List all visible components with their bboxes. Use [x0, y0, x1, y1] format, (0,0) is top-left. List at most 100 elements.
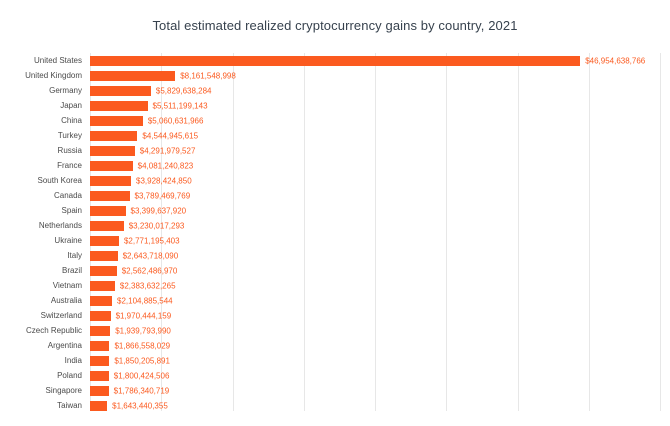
value-label: $5,511,199,143 — [152, 101, 208, 110]
bar — [90, 55, 581, 66]
bar — [90, 265, 117, 276]
gridline — [375, 53, 376, 411]
gridline — [90, 53, 91, 411]
country-label: Taiwan — [57, 401, 82, 410]
chart-row: Poland $1,800,424,506 — [0, 368, 670, 383]
bar — [90, 115, 143, 126]
country-label: Argentina — [47, 341, 82, 350]
bar-track: $1,800,424,506 — [90, 370, 660, 381]
bar — [90, 310, 111, 321]
country-label: Spain — [61, 206, 82, 215]
country-label: Canada — [53, 191, 82, 200]
chart-row: Ukraine $2,771,195,403 — [0, 233, 670, 248]
value-label: $1,850,205,891 — [114, 356, 170, 365]
chart-row: Switzerland $1,970,444,159 — [0, 308, 670, 323]
bar — [90, 400, 108, 411]
value-label: $46,954,638,766 — [585, 56, 646, 65]
country-label: France — [57, 161, 82, 170]
country-label: Singapore — [45, 386, 82, 395]
gridline — [303, 53, 305, 411]
gridline — [161, 53, 163, 411]
bar-track: $1,970,444,159 — [90, 310, 660, 321]
bar — [90, 130, 138, 141]
value-label: $1,939,793,990 — [115, 326, 171, 335]
value-label: $8,161,548,998 — [180, 71, 236, 80]
bar-track: $8,161,548,998 — [90, 70, 660, 81]
value-label: $3,789,469,769 — [134, 191, 191, 200]
chart-row: Vietnam $2,383,632,265 — [0, 278, 670, 293]
gridline — [660, 53, 661, 411]
country-label: Netherlands — [38, 221, 82, 230]
bar-track: $4,544,945,615 — [90, 130, 660, 141]
chart-row: Germany $5,829,638,284 — [0, 83, 670, 98]
value-label: $1,643,440,355 — [112, 401, 168, 410]
bar — [90, 70, 176, 81]
bar-track: $2,771,195,403 — [90, 235, 660, 246]
country-label: Ukraine — [54, 236, 82, 245]
value-label: $3,230,017,293 — [128, 221, 185, 230]
chart-row: Czech Republic $1,939,793,990 — [0, 323, 670, 338]
bar — [90, 250, 118, 261]
bar-track: $1,786,340,719 — [90, 385, 660, 396]
bar — [90, 355, 110, 366]
country-label: United States — [33, 56, 82, 65]
value-label: $2,383,632,265 — [119, 281, 176, 290]
country-label: Australia — [50, 296, 82, 305]
bar — [90, 205, 126, 216]
chart-row: Russia $4,291,979,527 — [0, 143, 670, 158]
bar-track: $2,104,885,544 — [90, 295, 660, 306]
value-label: $5,060,631,966 — [147, 116, 204, 125]
bar-chart: United States $46,954,638,766 United Kingd… — [0, 53, 670, 417]
value-label: $3,928,424,850 — [136, 176, 192, 185]
bar-track: $2,562,486,970 — [90, 265, 660, 276]
country-label: Turkey — [57, 131, 82, 140]
bar-track: $5,511,199,143 — [90, 100, 660, 111]
chart-row: Japan $5,511,199,143 — [0, 98, 670, 113]
gridline — [588, 53, 590, 411]
bar-track: $46,954,638,766 — [90, 55, 660, 66]
chart-row: Brazil $2,562,486,970 — [0, 263, 670, 278]
country-label: China — [61, 116, 82, 125]
chart-row: Taiwan $1,643,440,355 — [0, 398, 670, 413]
bar — [90, 385, 109, 396]
chart-row: Canada $3,789,469,769 — [0, 188, 670, 203]
bar — [90, 85, 151, 96]
bar-track: $1,866,558,029 — [90, 340, 660, 351]
bar-track: $3,230,017,293 — [90, 220, 660, 231]
country-label: Italy — [67, 251, 82, 260]
bar — [90, 175, 132, 186]
bar — [90, 160, 133, 171]
chart-rows: United States $46,954,638,766 United Kingd… — [0, 53, 670, 413]
country-label: Czech Republic — [25, 326, 82, 335]
country-label: Russia — [57, 146, 82, 155]
chart-row: South Korea $3,928,424,850 — [0, 173, 670, 188]
value-label: $1,866,558,029 — [114, 341, 171, 350]
value-label: $2,562,486,970 — [121, 266, 178, 275]
gridline — [232, 53, 234, 411]
bar-track: $4,081,240,823 — [90, 160, 660, 171]
value-label: $1,786,340,719 — [113, 386, 170, 395]
country-label: South Korea — [37, 176, 82, 185]
bar — [90, 295, 112, 306]
value-label: $2,643,718,090 — [122, 251, 179, 260]
bar-track: $3,399,637,920 — [90, 205, 660, 216]
country-label: Brazil — [61, 266, 82, 275]
bar — [90, 280, 115, 291]
chart-row: France $4,081,240,823 — [0, 158, 670, 173]
country-label: Poland — [57, 371, 82, 380]
bar — [90, 190, 130, 201]
bar-track: $2,643,718,090 — [90, 250, 660, 261]
value-label: $3,399,637,920 — [130, 206, 187, 215]
chart-row: Argentina $1,866,558,029 — [0, 338, 670, 353]
chart-row: Singapore $1,786,340,719 — [0, 383, 670, 398]
chart-row: Australia $2,104,885,544 — [0, 293, 670, 308]
chart-row: China $5,060,631,966 — [0, 113, 670, 128]
value-label: $1,800,424,506 — [113, 371, 170, 380]
chart-row: Turkey $4,544,945,615 — [0, 128, 670, 143]
chart-row: United Kingdom $8,161,548,998 — [0, 68, 670, 83]
country-label: Japan — [60, 101, 82, 110]
bar-track: $1,643,440,355 — [90, 400, 660, 411]
bar — [90, 100, 148, 111]
value-label: $5,829,638,284 — [155, 86, 212, 95]
